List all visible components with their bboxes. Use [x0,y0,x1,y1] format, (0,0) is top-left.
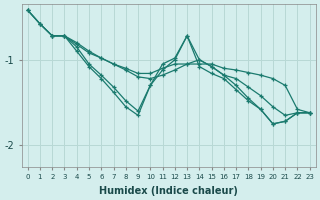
X-axis label: Humidex (Indice chaleur): Humidex (Indice chaleur) [99,186,238,196]
